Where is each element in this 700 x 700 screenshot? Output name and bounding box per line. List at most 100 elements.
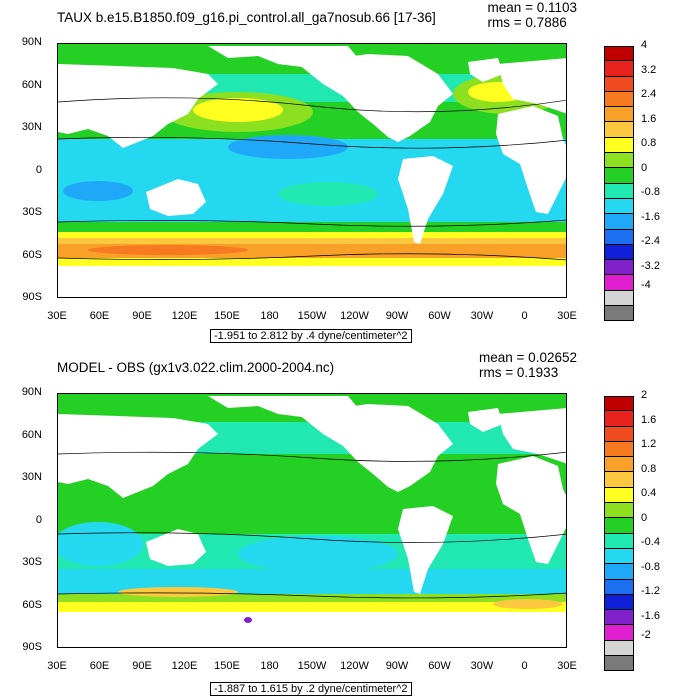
lon-tick-label: 150E xyxy=(214,310,240,322)
legend-swatch xyxy=(604,487,634,504)
legend-swatch xyxy=(604,472,634,488)
legend-label: 0.8 xyxy=(641,462,657,475)
legend-label: -1.2 xyxy=(641,585,660,597)
lon-tick-label: 120W xyxy=(340,660,369,672)
rms-value: rms = 0.7886 xyxy=(487,15,567,30)
middle-east-landmass xyxy=(58,102,78,126)
color-legend xyxy=(604,396,634,672)
longitude-axis: 30E 60E 90E 120E 150E 180 150W 120W 90W … xyxy=(47,660,577,676)
north-pacific-core xyxy=(193,98,283,122)
legend-swatch xyxy=(604,229,634,245)
contour-line xyxy=(58,592,566,599)
contour-line xyxy=(58,532,566,543)
legend-swatch xyxy=(604,107,634,123)
legend-swatch xyxy=(604,198,634,215)
legend-swatch xyxy=(604,168,634,184)
stats-box: mean = 0.02652 rms = 0.1933 xyxy=(479,350,577,380)
legend-swatch xyxy=(604,260,634,276)
south-america-landmass xyxy=(398,156,453,244)
asia-landmass xyxy=(58,414,218,498)
greenland-landmass xyxy=(468,408,503,432)
lat-tick-label: 60S xyxy=(22,598,42,611)
lon-tick-label: 120W xyxy=(340,310,369,322)
latitude-axis: 90N 60N 30N 0 30S 60S 90S xyxy=(0,386,48,653)
legend-label: -2.4 xyxy=(641,235,660,247)
legend-swatch xyxy=(604,137,634,154)
legend-swatch xyxy=(604,46,634,62)
legend-label: 1.2 xyxy=(641,438,657,450)
lon-tick-label: 180 xyxy=(260,660,279,672)
panel-title: TAUX b.e15.B1850.f09_g16.pi_control.all_… xyxy=(57,10,436,25)
legend-label: 4 xyxy=(641,39,648,51)
lon-tick-label: 60W xyxy=(428,660,451,672)
southern-max xyxy=(88,245,248,255)
lat-tick-label: 30N xyxy=(21,471,42,483)
lon-tick-label: 120E xyxy=(171,310,198,322)
australia-landmass xyxy=(146,529,206,566)
lat-tick-label: 60N xyxy=(21,428,42,441)
lon-tick-label: 30W xyxy=(470,310,494,322)
lon-tick-label: 30E xyxy=(557,660,577,672)
legend-swatch xyxy=(604,183,634,199)
legend-swatch xyxy=(604,290,634,307)
africa-landmass xyxy=(496,106,566,214)
legend-swatch xyxy=(604,640,634,657)
lon-tick-label: 90E xyxy=(132,310,152,322)
legend-label: -1.6 xyxy=(641,210,660,223)
legend-label: -4 xyxy=(641,279,651,291)
southern-positive-patch xyxy=(118,587,238,597)
legend-swatch xyxy=(604,503,634,519)
north-america-landmass xyxy=(298,54,453,142)
contour-line xyxy=(58,253,566,261)
lat-tick-label: 60S xyxy=(22,248,42,261)
lat-tick-label: 90N xyxy=(21,36,42,48)
map-plot-area xyxy=(57,43,567,298)
southern-positive-patch xyxy=(493,599,563,609)
legend-swatch xyxy=(604,306,634,322)
legend-label: 2 xyxy=(641,389,648,401)
lon-tick-label: 60W xyxy=(428,310,451,322)
south-pacific-zone xyxy=(278,182,378,206)
lon-tick-label: 150E xyxy=(214,660,240,672)
legend-swatch xyxy=(604,275,634,291)
legend-label: -0.8 xyxy=(641,560,660,573)
legend-label: -2 xyxy=(641,629,651,641)
middle-east-landmass xyxy=(58,452,78,476)
antarctica xyxy=(58,266,566,297)
map-plot-area xyxy=(57,393,567,648)
antarctica xyxy=(58,612,566,647)
legend-swatch xyxy=(604,91,634,108)
southern-yellow xyxy=(58,602,566,612)
lon-tick-label: 60E xyxy=(89,660,110,672)
contour-line xyxy=(58,451,566,462)
lat-tick-label: 30N xyxy=(21,121,42,133)
legend-swatch xyxy=(604,76,634,92)
contour-range-label: -1.951 to 2.812 by .4 dyne/centimeter^2 xyxy=(210,329,412,343)
legend-swatch xyxy=(604,426,634,442)
africa-landmass xyxy=(496,456,566,564)
contour-line xyxy=(58,97,566,113)
legend-swatch xyxy=(604,396,634,412)
lat-tick-label: 90N xyxy=(21,386,42,398)
legend-label: 0 xyxy=(641,161,648,174)
contour-range-label: -1.887 to 1.615 by .2 dyne/centimeter^2 xyxy=(210,682,412,696)
negative-spot xyxy=(244,617,252,623)
southern-gold xyxy=(58,238,566,246)
legend-label: 2.4 xyxy=(641,88,657,100)
legend-label: 1.6 xyxy=(641,112,657,125)
panel-title: MODEL - OBS (gx1v3.022.clim.2000-2004.nc… xyxy=(57,360,335,375)
legend-swatch xyxy=(604,625,634,641)
legend-swatch xyxy=(604,656,634,672)
mean-value: mean = 0.1103 xyxy=(487,0,577,15)
lon-tick-label: 0 xyxy=(521,310,528,322)
legend-label: -0.8 xyxy=(641,186,660,198)
legend-swatch xyxy=(604,244,634,261)
legend-swatch xyxy=(604,579,634,595)
north-america-landmass xyxy=(298,404,453,492)
australia-landmass xyxy=(146,179,206,216)
longitude-axis: 30E 60E 90E 120E 150E 180 150W 120W 90W … xyxy=(47,310,577,326)
legend-swatch xyxy=(604,153,634,169)
legend-swatch xyxy=(604,61,634,77)
legend-label: 0.4 xyxy=(641,487,657,499)
south-pacific-negative xyxy=(238,536,398,572)
